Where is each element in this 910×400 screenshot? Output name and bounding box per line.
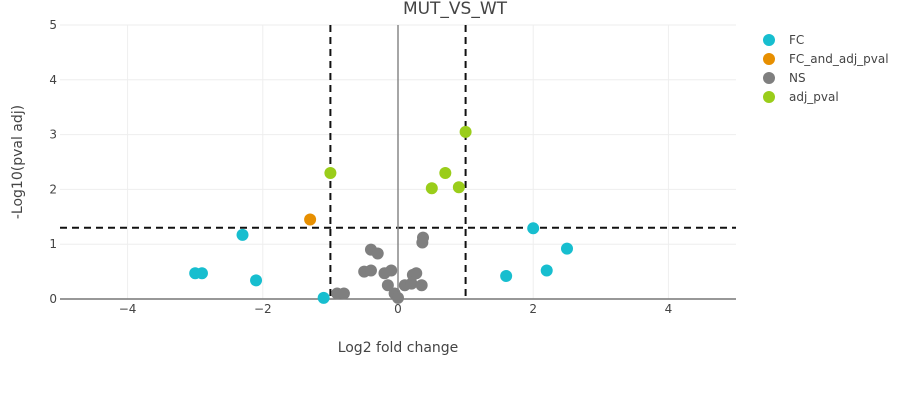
x-tick-label: −2 — [254, 302, 272, 316]
data-point-ns — [364, 264, 377, 277]
y-tick-label: 2 — [49, 182, 57, 196]
legend-marker — [763, 53, 775, 65]
legend-label: FC_and_adj_pval — [789, 52, 889, 66]
data-point-adj-pval — [459, 125, 472, 138]
x-tick-label: 4 — [665, 302, 673, 316]
data-point-ns — [337, 287, 350, 300]
data-point-ns — [381, 279, 394, 292]
x-tick-label: 2 — [529, 302, 537, 316]
data-point-ns — [385, 264, 398, 277]
data-point-adj-pval — [324, 166, 337, 179]
data-point-fc — [540, 264, 553, 277]
data-point-ns — [417, 231, 430, 244]
legend-label: NS — [789, 71, 806, 85]
y-tick-label: 0 — [49, 292, 57, 306]
y-tick-label: 5 — [49, 18, 57, 32]
data-point-adj-pval — [425, 182, 438, 195]
data-point-ns — [410, 267, 423, 280]
tick-labels: −4 −2 0 2 4 0 1 2 3 4 5 — [49, 18, 672, 316]
x-tick-label: −4 — [119, 302, 137, 316]
legend-label: FC — [789, 33, 804, 47]
chart-title: MUT_VS_WT — [403, 0, 508, 19]
data-point-fc — [527, 222, 540, 235]
data-point-fc — [500, 269, 513, 282]
data-point-fc-and-adj-pval — [304, 213, 317, 226]
data-point-fc — [195, 267, 208, 280]
y-axis-title: -Log10(pval adj) — [10, 105, 26, 219]
legend-marker — [763, 72, 775, 84]
legend-label: adj_pval — [789, 90, 839, 104]
data-points — [189, 125, 573, 304]
data-point-fc — [317, 291, 330, 304]
data-point-fc — [561, 242, 573, 255]
axes — [60, 25, 736, 300]
y-tick-label: 1 — [49, 237, 57, 251]
data-point-fc — [236, 228, 249, 241]
legend: FC FC_and_adj_pval NS adj_pval — [763, 33, 889, 104]
y-tick-label: 4 — [49, 73, 57, 87]
data-point-ns — [371, 247, 384, 260]
data-point-adj-pval — [439, 166, 452, 179]
legend-marker — [763, 34, 775, 46]
data-point-fc — [250, 274, 263, 287]
data-point-adj-pval — [452, 181, 465, 194]
data-point-ns — [415, 279, 428, 292]
x-axis-title: Log2 fold change — [338, 340, 459, 356]
y-tick-label: 3 — [49, 128, 57, 142]
legend-marker — [763, 91, 775, 103]
data-point-ns — [392, 291, 404, 304]
x-tick-label: 0 — [394, 302, 402, 316]
